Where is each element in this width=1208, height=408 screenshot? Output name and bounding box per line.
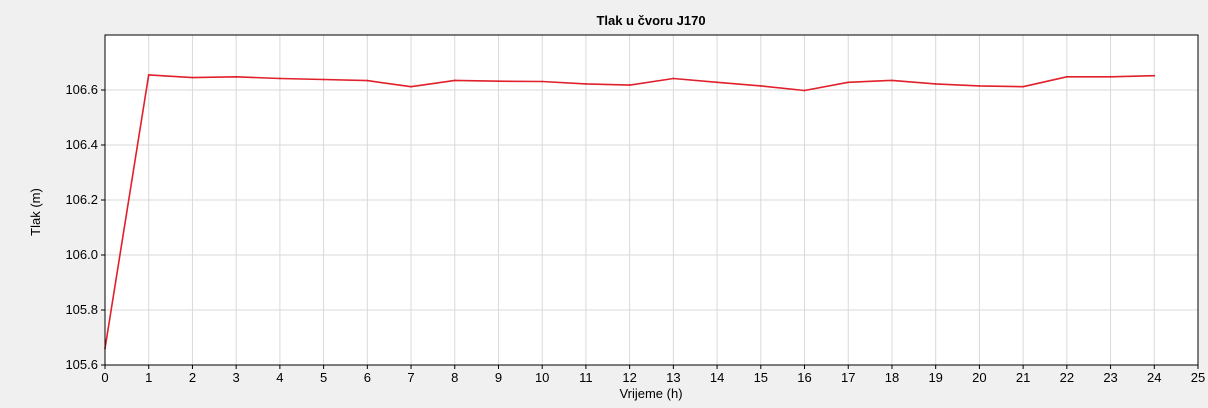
data-point bbox=[803, 89, 806, 92]
data-point bbox=[672, 77, 675, 80]
y-tick-label: 106.6 bbox=[65, 82, 98, 97]
data-point bbox=[497, 80, 500, 83]
data-point bbox=[1153, 74, 1156, 77]
x-tick-label: 21 bbox=[1016, 370, 1030, 385]
data-point bbox=[147, 73, 150, 76]
x-tick-label: 2 bbox=[189, 370, 196, 385]
grid bbox=[105, 35, 1198, 365]
data-point bbox=[453, 79, 456, 82]
axis-ticks: 0 1 2 3 4 5 6 7 8 9 10 11 12 13 14 15 16 17 18 19 20 21 22 23 24… bbox=[65, 82, 1205, 385]
x-tick-label: 12 bbox=[622, 370, 636, 385]
y-tick-label: 106.2 bbox=[65, 192, 98, 207]
y-tick-label: 105.6 bbox=[65, 357, 98, 372]
x-tick-label: 25 bbox=[1191, 370, 1205, 385]
x-tick-label: 8 bbox=[451, 370, 458, 385]
x-tick-label: 23 bbox=[1103, 370, 1117, 385]
data-point bbox=[716, 81, 718, 84]
y-axis-label: Tlak (m) bbox=[28, 188, 43, 236]
y-tick-label: 105.8 bbox=[65, 302, 98, 317]
x-tick-label: 10 bbox=[535, 370, 549, 385]
x-tick-label: 11 bbox=[579, 370, 593, 385]
chart-title: Tlak u čvoru J170 bbox=[596, 13, 705, 28]
x-tick-label: 18 bbox=[885, 370, 899, 385]
x-tick-label: 24 bbox=[1147, 370, 1161, 385]
x-tick-label: 7 bbox=[407, 370, 414, 385]
x-tick-label: 9 bbox=[495, 370, 502, 385]
data-point bbox=[541, 80, 544, 83]
x-tick-label: 17 bbox=[841, 370, 855, 385]
x-tick-label: 16 bbox=[797, 370, 811, 385]
data-point bbox=[1022, 85, 1025, 88]
data-point bbox=[934, 83, 937, 85]
x-tick-label: 20 bbox=[972, 370, 986, 385]
x-tick-label: 19 bbox=[928, 370, 942, 385]
y-tick-label: 106.4 bbox=[65, 137, 98, 152]
data-point bbox=[191, 76, 194, 79]
x-tick-label: 22 bbox=[1060, 370, 1074, 385]
data-point bbox=[1109, 75, 1112, 78]
series bbox=[104, 73, 1156, 350]
x-tick-label: 0 bbox=[101, 370, 108, 385]
data-point bbox=[235, 75, 238, 78]
plot-border bbox=[104, 34, 1199, 366]
x-tick-label: 14 bbox=[710, 370, 724, 385]
x-tick-label: 13 bbox=[666, 370, 680, 385]
data-point bbox=[891, 79, 893, 82]
x-tick-label: 4 bbox=[276, 370, 283, 385]
data-point bbox=[1065, 75, 1068, 78]
data-point bbox=[628, 84, 631, 86]
x-tick-label: 6 bbox=[364, 370, 371, 385]
data-point bbox=[847, 81, 850, 84]
data-point bbox=[366, 79, 369, 82]
x-axis-label: Vrijeme (h) bbox=[619, 386, 682, 401]
y-tick-label: 106.0 bbox=[65, 247, 98, 262]
data-point bbox=[759, 84, 762, 87]
data-point bbox=[410, 85, 412, 88]
data-point bbox=[278, 77, 281, 80]
x-tick-label: 3 bbox=[233, 370, 240, 385]
x-tick-label: 1 bbox=[145, 370, 152, 385]
data-point bbox=[585, 83, 587, 85]
x-tick-label: 5 bbox=[320, 370, 327, 385]
data-point bbox=[322, 78, 325, 81]
x-tick-label: 15 bbox=[754, 370, 768, 385]
data-point bbox=[978, 84, 981, 87]
